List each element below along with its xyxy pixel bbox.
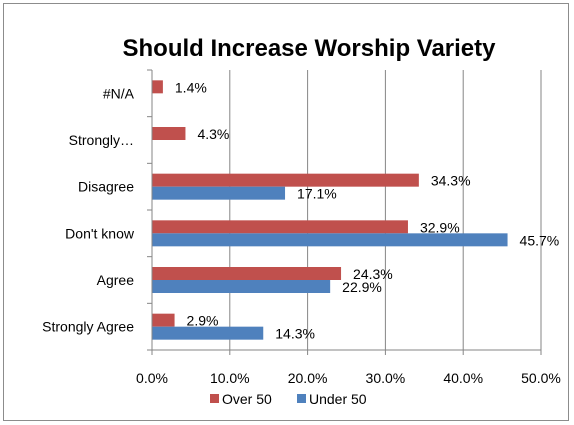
bar-over-50 [152, 220, 408, 234]
bar-under-50 [152, 280, 331, 293]
data-label: 45.7% [520, 232, 560, 248]
x-tick-label: 20.0% [288, 370, 328, 386]
axes: 0.0% 10.0% 20.0% 30.0% 40.0% 50.0% #N/A Strongl… [42, 69, 561, 386]
bar-over-50 [152, 173, 419, 187]
gridlines [229, 70, 542, 350]
data-label: 17.1% [297, 186, 337, 202]
category-label: Strongly… [69, 132, 134, 148]
legend-swatch-under-50 [297, 394, 306, 403]
bar-under-50 [152, 326, 264, 340]
category-label: Agree [97, 272, 135, 288]
bar-over-50 [152, 127, 186, 140]
data-label: 34.3% [431, 173, 471, 189]
category-label: Strongly Agree [42, 319, 134, 335]
legend-label-over-50: Over 50 [222, 391, 272, 407]
legend-swatch-over-50 [210, 394, 219, 403]
bar-over-50 [152, 80, 163, 94]
category-label: Disagree [78, 179, 134, 195]
x-tick-label: 30.0% [366, 370, 406, 386]
x-tick-label: 50.0% [521, 370, 561, 386]
legend: Over 50 Under 50 [210, 391, 367, 407]
data-label: 24.3% [353, 266, 393, 282]
data-label: 14.3% [275, 326, 315, 342]
data-label: 22.9% [342, 279, 382, 295]
data-label: 2.9% [187, 313, 219, 329]
bar-over-50 [152, 313, 175, 327]
chart-title: Should Increase Worship Variety [122, 35, 496, 62]
x-tick-label: 40.0% [443, 370, 483, 386]
bars [152, 80, 508, 340]
category-label: #N/A [103, 85, 135, 101]
bar-under-50 [152, 233, 508, 247]
data-labels: 1.4% 4.3% 34.3% 32.9% 24.3% 2.9% 17.1% 45.7% 22.… [175, 79, 559, 341]
x-tick-label: 10.0% [210, 370, 250, 386]
data-label: 4.3% [197, 126, 229, 142]
chart-frame [3, 3, 569, 421]
legend-label-under-50: Under 50 [309, 391, 367, 407]
data-label: 1.4% [175, 79, 207, 95]
data-label: 32.9% [420, 219, 460, 235]
x-tick-label: 0.0% [136, 370, 168, 386]
bar-over-50 [152, 267, 342, 280]
category-label: Don't know [65, 225, 135, 241]
bar-under-50 [152, 186, 286, 200]
